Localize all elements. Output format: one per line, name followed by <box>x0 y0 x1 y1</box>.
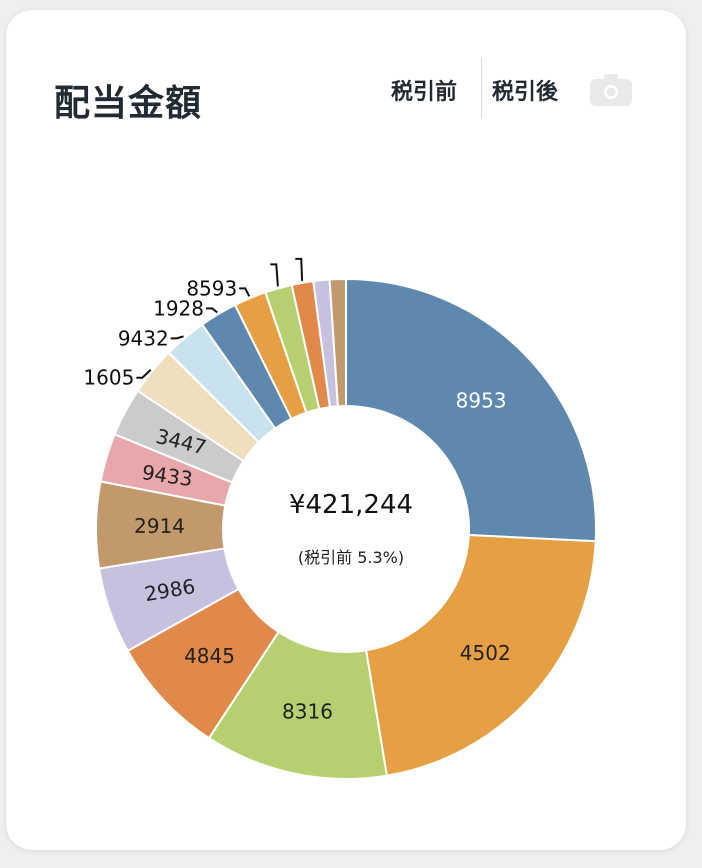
card-title: 配当金額 <box>54 83 203 124</box>
slice-label: 4845 <box>184 644 235 668</box>
donut-subtitle: (税引前 5.3%) <box>297 548 405 567</box>
slice-label: 1605 <box>83 366 134 390</box>
slice-label: 2914 <box>134 514 185 538</box>
donut-slice[interactable] <box>328 277 347 408</box>
slice-leader-line <box>295 257 304 281</box>
donut-slice[interactable] <box>364 534 597 777</box>
donut-slice[interactable] <box>207 630 389 780</box>
toggle-divider <box>481 58 482 118</box>
dividend-donut-chart: 8953450283164845298629149433344716059432… <box>83 257 597 780</box>
slice-label: 1928 <box>153 296 204 320</box>
slice-label: 8593 <box>186 276 237 300</box>
donut-total: ¥421,244 <box>288 490 414 520</box>
slice-leader-line <box>136 369 152 379</box>
slice-label: 8316 <box>282 699 333 723</box>
camera-icon[interactable] <box>590 74 632 106</box>
donut-slice[interactable] <box>345 277 597 543</box>
slice-label: 8953 <box>456 388 507 412</box>
slice-leader-line <box>239 287 251 297</box>
slice-leader-line <box>206 307 218 314</box>
slice-leader-line <box>270 263 279 287</box>
slice-label: 9432 <box>118 326 169 350</box>
before-tax-toggle[interactable]: 税引前 <box>391 80 458 105</box>
slice-label: 4502 <box>460 641 511 665</box>
after-tax-toggle[interactable]: 税引後 <box>492 80 559 105</box>
slice-leader-line <box>170 335 184 340</box>
